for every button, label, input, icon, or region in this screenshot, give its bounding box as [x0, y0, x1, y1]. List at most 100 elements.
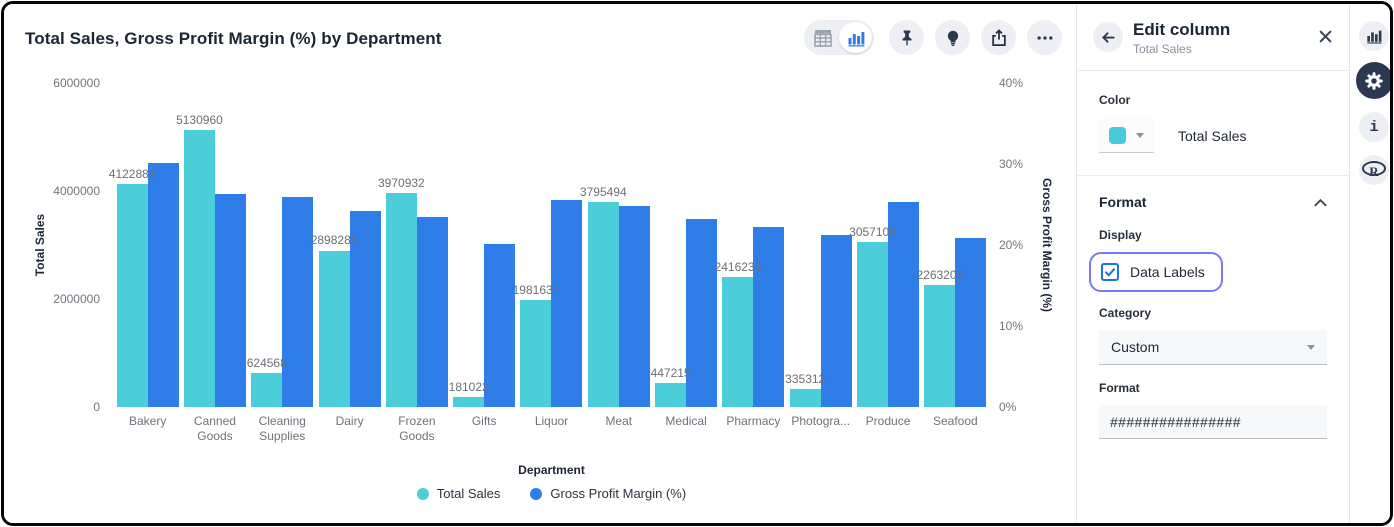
bar-gross-profit-margin[interactable] — [955, 237, 987, 407]
bar-gross-profit-margin[interactable] — [888, 202, 920, 407]
chart-plot-area: Total Sales Gross Profit Margin (%) 0 200… — [4, 4, 1076, 523]
legend-item[interactable]: Total Sales — [416, 486, 501, 501]
bar-gross-profit-margin[interactable] — [618, 206, 650, 407]
bar-group-gifts: 181022 — [449, 83, 518, 407]
bar-gross-profit-margin[interactable] — [282, 197, 314, 407]
bar-total-sales[interactable] — [789, 388, 821, 407]
bar-gross-profit-margin[interactable] — [416, 216, 448, 407]
y-tick-label: 20% — [999, 238, 1024, 252]
bar-gross-profit-margin[interactable] — [686, 219, 718, 407]
data-label: 5130960 — [176, 112, 223, 127]
bar-chart-icon — [848, 31, 864, 46]
bar-total-sales[interactable] — [251, 373, 283, 407]
bars-container: 4122881 5130960 624568 2898285 3970932 181022… — [109, 83, 989, 407]
table-icon — [813, 29, 832, 47]
back-button[interactable] — [1093, 22, 1123, 52]
color-section: Color Total Sales — [1099, 93, 1327, 153]
category-select[interactable]: Custom — [1099, 330, 1327, 365]
bar-total-sales[interactable] — [655, 382, 687, 407]
legend-dot — [416, 487, 429, 500]
data-labels-label: Data Labels — [1130, 264, 1205, 280]
bar-gross-profit-margin[interactable] — [147, 163, 179, 407]
data-label: 4122881 — [108, 167, 156, 182]
legend-item[interactable]: Gross Profit Margin (%) — [530, 486, 686, 501]
bar-group-frozen-goods: 3970932 — [378, 83, 450, 407]
back-arrow-icon — [1101, 31, 1115, 43]
gear-icon — [1365, 71, 1383, 90]
lightbulb-icon — [947, 30, 958, 46]
export-button[interactable] — [981, 20, 1016, 55]
chart-title: Total Sales, Gross Profit Margin (%) by … — [25, 29, 442, 48]
bar-total-sales[interactable] — [520, 300, 552, 407]
data-label: 2263205 — [916, 267, 964, 282]
x-tick-label: Liquor — [534, 414, 569, 428]
info-icon: i — [1369, 118, 1379, 136]
bar-gross-profit-margin[interactable] — [820, 235, 852, 407]
close-button[interactable] — [1315, 26, 1335, 46]
bar-chart-icon — [1367, 30, 1382, 44]
ellipsis-icon — [1037, 35, 1052, 40]
format-section-title: Format — [1099, 194, 1147, 210]
legend-dot — [530, 487, 543, 500]
x-tick-label: Frozen Goods — [398, 414, 436, 443]
data-label: 3057105 — [849, 224, 896, 239]
caret-down-icon — [1307, 344, 1315, 350]
bar-total-sales[interactable] — [587, 202, 619, 407]
pin-button[interactable] — [889, 20, 924, 55]
data-label: 1981634 — [512, 282, 560, 297]
x-axis-title: Department — [518, 463, 585, 477]
y-axis-left-title: Total Sales — [33, 213, 47, 277]
edit-column-panel: Edit column Total Sales Color Total Sale… — [1076, 4, 1349, 523]
panel-header: Edit column Total Sales — [1077, 4, 1349, 71]
bar-total-sales[interactable] — [116, 184, 148, 407]
bar-total-sales[interactable] — [318, 250, 350, 407]
x-tick-label: Bakery — [128, 414, 167, 428]
x-tick-label: Photogra... — [791, 414, 851, 428]
y-tick-label: 10% — [999, 319, 1024, 333]
x-tick-label: Medical — [665, 414, 707, 428]
bar-gross-profit-margin[interactable] — [551, 199, 583, 407]
rail-settings-button[interactable] — [1355, 62, 1390, 99]
display-label: Display — [1099, 228, 1142, 242]
checkmark-icon — [1105, 268, 1115, 277]
right-icon-rail: i R — [1349, 4, 1390, 523]
color-swatch — [1109, 127, 1126, 144]
x-tick-label: Cleaning Supplies — [258, 414, 306, 443]
bar-total-sales[interactable] — [453, 397, 485, 407]
y-tick-label: 2000000 — [53, 292, 100, 306]
panel-title: Edit column — [1133, 20, 1231, 39]
bar-total-sales[interactable] — [183, 129, 215, 407]
bar-gross-profit-margin[interactable] — [484, 244, 516, 407]
format-section-header[interactable]: Format — [1099, 194, 1327, 210]
panel-divider — [1077, 175, 1349, 176]
suggestions-button[interactable] — [935, 20, 970, 55]
rail-r-logo-button[interactable]: R — [1359, 155, 1389, 185]
chart-legend: Total Sales Gross Profit Margin (%) — [114, 486, 989, 501]
color-series-name: Total Sales — [1178, 128, 1247, 144]
rail-chart-button[interactable] — [1359, 21, 1389, 51]
legend-label: Total Sales — [436, 486, 501, 501]
more-button[interactable] — [1027, 20, 1062, 55]
rail-info-button[interactable]: i — [1359, 112, 1389, 142]
bar-total-sales[interactable] — [924, 284, 956, 407]
table-view-button[interactable] — [806, 22, 839, 53]
bar-gross-profit-margin[interactable] — [349, 210, 381, 407]
data-label: 3970932 — [378, 175, 425, 190]
bar-group-produce: 3057105 — [849, 83, 921, 407]
bar-group-liquor: 1981634 — [513, 83, 585, 407]
color-swatch-dropdown[interactable] — [1099, 119, 1154, 153]
r-logo-letter: R — [1369, 164, 1379, 179]
format-input[interactable] — [1099, 405, 1327, 439]
bar-gross-profit-margin[interactable] — [753, 227, 785, 407]
bar-total-sales[interactable] — [857, 241, 889, 407]
data-labels-checkbox[interactable] — [1101, 263, 1119, 281]
bar-gross-profit-margin[interactable] — [214, 193, 246, 407]
bar-group-medical: 447215 — [651, 83, 719, 407]
panel-subtitle: Total Sales — [1133, 42, 1192, 56]
y-tick-label: 30% — [999, 157, 1024, 171]
format-field-label: Format — [1099, 381, 1140, 395]
chart-view-button[interactable] — [839, 22, 872, 53]
y-tick-label: 4000000 — [53, 184, 100, 198]
bar-total-sales[interactable] — [385, 192, 417, 407]
bar-total-sales[interactable] — [722, 276, 754, 407]
